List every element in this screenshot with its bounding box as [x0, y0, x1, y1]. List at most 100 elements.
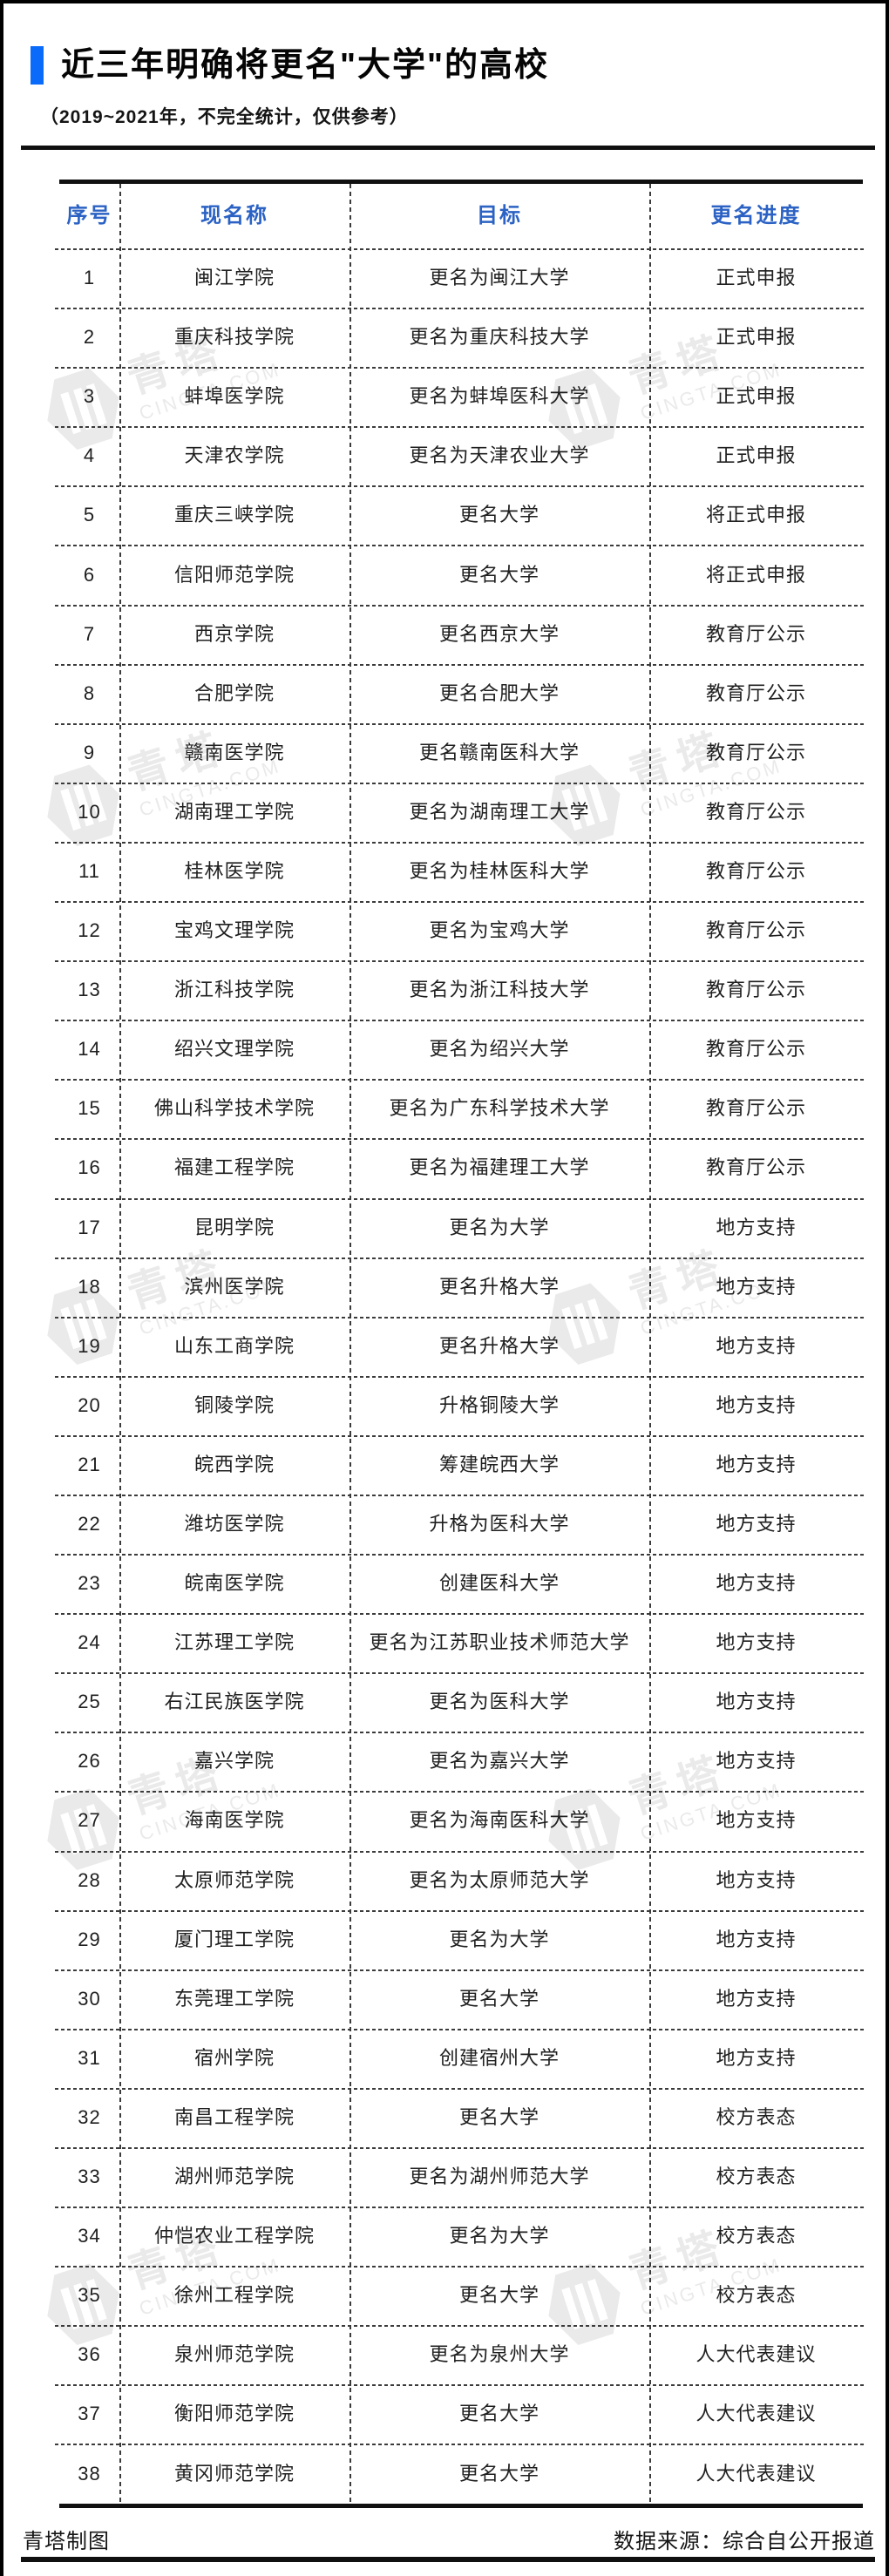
target-name: 更名为大学: [449, 2225, 550, 2247]
progress-status: 正式申报: [716, 326, 797, 349]
column-header-target: 目标: [477, 204, 522, 227]
table-row: 15 佛山科学技术学院 更名为广东科学技术大学 教育厅公示: [55, 1079, 865, 1138]
table-row: 22 潍坊医学院 升格为医科大学 地方支持: [55, 1494, 865, 1554]
table-row: 25 右江民族医学院 更名为医科大学 地方支持: [55, 1672, 865, 1732]
current-name: 天津农学院: [184, 444, 285, 467]
table-row: 28 太原师范学院 更名为太原师范大学 地方支持: [55, 1850, 865, 1910]
target-name: 更名为重庆科技大学: [409, 326, 590, 349]
current-name: 南昌工程学院: [173, 2105, 295, 2128]
table-row: 24 江苏理工学院 更名为江苏职业技术师范大学 地方支持: [55, 1613, 865, 1672]
target-name: 更名为医科大学: [429, 1691, 570, 1713]
current-name: 山东工商学院: [173, 1334, 295, 1357]
target-name: 更名为湖州师范大学: [409, 2166, 590, 2188]
target-name: 更名为泉州大学: [429, 2343, 570, 2366]
row-index: 13: [78, 979, 101, 1001]
current-name: 黄冈师范学院: [173, 2462, 295, 2484]
row-index: 28: [78, 1868, 101, 1891]
row-index: 10: [78, 800, 101, 823]
progress-status: 地方支持: [716, 1809, 797, 1832]
row-index: 9: [83, 741, 96, 763]
target-name: 更名为大学: [449, 1216, 550, 1238]
progress-status: 将正式申报: [705, 563, 806, 586]
table-row: 26 嘉兴学院 更名为嘉兴大学 地方支持: [55, 1732, 865, 1791]
target-name: 更名为绍兴大学: [429, 1038, 570, 1061]
column-header-progress: 更名进度: [710, 204, 802, 227]
table-row: 35 徐州工程学院 更名大学 校方表态: [55, 2266, 865, 2325]
current-name: 嘉兴学院: [193, 1750, 275, 1773]
target-name: 更名为宝鸡大学: [429, 919, 570, 942]
table-row: 7 西京学院 更名西京大学 教育厅公示: [55, 604, 865, 664]
target-name: 升格为医科大学: [429, 1513, 570, 1535]
progress-status: 教育厅公示: [705, 1038, 806, 1061]
column-divider-3: [649, 184, 651, 2504]
table-row: 2 重庆科技学院 更名为重庆科技大学 正式申报: [55, 308, 865, 367]
row-index: 19: [78, 1334, 101, 1357]
row-index: 26: [78, 1750, 101, 1773]
target-name: 更名升格大学: [438, 1275, 560, 1298]
table-rows: 1 闽江学院 更名为闽江大学 正式申报 2 重庆科技学院 更名为重庆科技大学 正式申报 3 蚌埠医…: [55, 248, 865, 2504]
current-name: 重庆三峡学院: [173, 504, 295, 526]
current-name: 合肥学院: [193, 681, 275, 704]
progress-status: 人大代表建议: [696, 2462, 817, 2484]
target-name: 更名为浙江科技大学: [409, 979, 590, 1001]
progress-status: 教育厅公示: [705, 979, 806, 1001]
page-title: 近三年明确将更名"大学"的高校: [61, 47, 550, 84]
current-name: 重庆科技学院: [173, 326, 295, 349]
progress-status: 地方支持: [716, 1750, 797, 1773]
footer-credit: 青塔制图: [23, 2530, 110, 2553]
table-row: 27 海南医学院 更名为海南医科大学 地方支持: [55, 1791, 865, 1850]
target-name: 更名赣南医科大学: [418, 741, 580, 763]
progress-status: 地方支持: [716, 2046, 797, 2069]
table-row: 9 赣南医学院 更名赣南医科大学 教育厅公示: [55, 722, 865, 783]
column-divider-1: [119, 184, 121, 2504]
target-name: 更名大学: [458, 2105, 540, 2128]
current-name: 佛山科学技术学院: [153, 1097, 315, 1120]
progress-status: 地方支持: [716, 1275, 797, 1298]
title-accent-bar: [31, 46, 44, 85]
screenshot-right-edge: [886, 0, 889, 2576]
row-index: 34: [78, 2225, 101, 2247]
progress-status: 校方表态: [716, 2225, 797, 2247]
row-index: 18: [78, 1275, 101, 1298]
current-name: 桂林医学院: [184, 859, 285, 882]
row-index: 4: [83, 444, 96, 467]
current-name: 闽江学院: [193, 267, 275, 289]
current-name: 湖南理工学院: [173, 800, 295, 823]
row-index: 15: [78, 1097, 101, 1120]
row-index: 20: [78, 1393, 101, 1416]
row-index: 36: [78, 2343, 101, 2366]
table-row: 33 湖州师范学院 更名为湖州师范大学 校方表态: [55, 2147, 865, 2207]
progress-status: 地方支持: [716, 1513, 797, 1535]
progress-status: 地方支持: [716, 1393, 797, 1416]
table-row: 17 昆明学院 更名为大学 地方支持: [55, 1197, 865, 1257]
current-name: 蚌埠医学院: [184, 385, 285, 408]
progress-status: 地方支持: [716, 1453, 797, 1475]
row-index: 37: [78, 2403, 101, 2425]
table-row: 8 合肥学院 更名合肥大学 教育厅公示: [55, 663, 865, 723]
footer: 青塔制图 数据来源：综合自公开报道: [23, 2524, 875, 2554]
progress-status: 将正式申报: [705, 504, 806, 526]
row-index: 5: [83, 504, 96, 526]
progress-status: 教育厅公示: [705, 1156, 806, 1179]
title-block: 近三年明确将更名"大学"的高校: [31, 46, 549, 85]
progress-status: 正式申报: [716, 267, 797, 289]
current-name: 厦门理工学院: [173, 1928, 295, 1950]
current-name: 绍兴文理学院: [173, 1038, 295, 1061]
current-name: 宝鸡文理学院: [173, 919, 295, 942]
target-name: 更名为桂林医科大学: [409, 859, 590, 882]
progress-status: 正式申报: [716, 385, 797, 408]
progress-status: 教育厅公示: [705, 1097, 806, 1120]
progress-status: 地方支持: [716, 1572, 797, 1595]
table-row: 4 天津农学院 更名为天津农业大学 正式申报: [55, 426, 865, 485]
progress-status: 地方支持: [716, 1868, 797, 1891]
row-index: 17: [78, 1216, 101, 1238]
target-name: 更名大学: [458, 563, 540, 586]
target-name: 升格铜陵大学: [438, 1393, 560, 1416]
progress-status: 教育厅公示: [705, 859, 806, 882]
table-row: 3 蚌埠医学院 更名为蚌埠医科大学 正式申报: [55, 367, 865, 426]
progress-status: 校方表态: [716, 2105, 797, 2128]
target-name: 更名为湖南理工大学: [409, 800, 590, 823]
column-header-index: 序号: [66, 204, 112, 227]
row-index: 38: [78, 2462, 101, 2484]
